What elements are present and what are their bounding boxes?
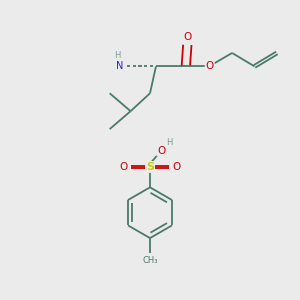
Text: S: S (146, 162, 154, 172)
Text: O: O (119, 162, 127, 172)
Text: O: O (183, 32, 191, 42)
Text: O: O (206, 61, 214, 71)
Text: O: O (173, 162, 181, 172)
Text: O: O (157, 146, 166, 156)
Text: H: H (115, 50, 121, 59)
Text: H: H (167, 138, 173, 147)
Text: CH₃: CH₃ (142, 256, 158, 265)
Text: N: N (116, 61, 124, 71)
